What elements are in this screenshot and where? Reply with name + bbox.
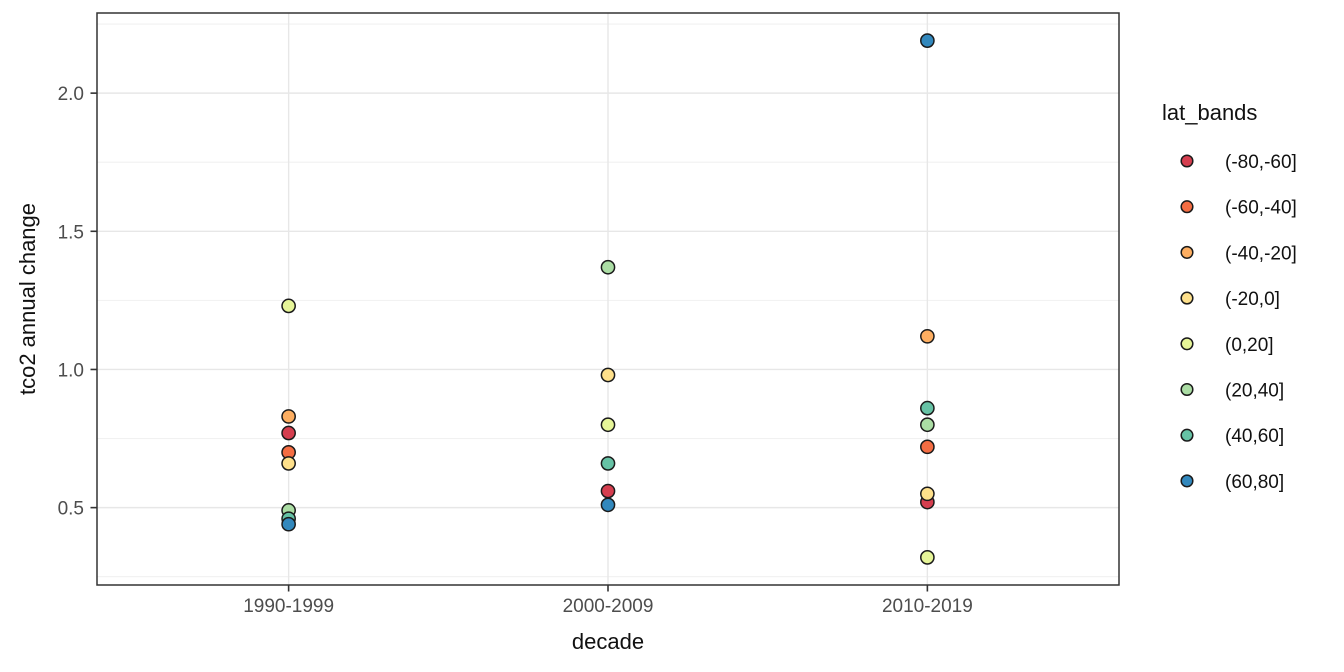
data-point xyxy=(600,483,616,499)
x-tick-label: 1990-1999 xyxy=(243,596,334,617)
x-tick-label: 2000-2009 xyxy=(563,596,654,617)
x-axis-title: decade xyxy=(571,629,645,654)
data-point xyxy=(600,497,616,513)
data-point xyxy=(600,367,616,383)
data-point xyxy=(281,298,296,314)
legend-item-label: (-40,-20] xyxy=(1225,243,1297,264)
legend-swatch xyxy=(1180,337,1194,351)
data-point xyxy=(281,456,296,471)
legend-item-label: (0,20] xyxy=(1225,335,1274,356)
legend-item-label: (60,80] xyxy=(1225,472,1284,493)
legend-item-label: (20,40] xyxy=(1225,381,1284,402)
legend-swatch xyxy=(1180,474,1194,488)
data-point xyxy=(920,400,935,416)
data-point xyxy=(600,456,616,471)
data-point xyxy=(281,516,296,532)
y-tick-label: 1.0 xyxy=(58,360,84,381)
legend-swatch xyxy=(1180,200,1194,214)
data-point xyxy=(920,328,935,344)
legend-item-label: (40,60] xyxy=(1225,426,1284,447)
legend-item-label: (-60,-40] xyxy=(1225,198,1297,219)
data-point xyxy=(600,417,616,433)
legend-swatch xyxy=(1180,291,1194,305)
y-tick-label: 1.5 xyxy=(58,222,84,243)
legend-swatch xyxy=(1180,245,1194,259)
legend-swatch xyxy=(1180,382,1194,397)
data-point xyxy=(920,33,935,48)
data-point xyxy=(920,486,935,502)
y-tick-label: 0.5 xyxy=(58,499,84,520)
data-point xyxy=(920,417,935,433)
legend-item-label: (-20,0] xyxy=(1225,289,1280,310)
data-point xyxy=(920,439,935,455)
legend-swatch xyxy=(1180,154,1194,168)
legend-swatch xyxy=(1180,428,1194,442)
y-axis-title: tco2 annual change xyxy=(15,202,40,396)
legend-title: lat_bands xyxy=(1162,100,1258,125)
data-point xyxy=(920,550,935,565)
legend-item-label: (-80,-60] xyxy=(1225,152,1297,173)
data-point xyxy=(600,259,616,275)
data-point xyxy=(281,425,296,441)
x-tick-label: 2010-2019 xyxy=(882,596,973,617)
data-point xyxy=(281,409,296,424)
y-tick-label: 2.0 xyxy=(58,84,84,105)
